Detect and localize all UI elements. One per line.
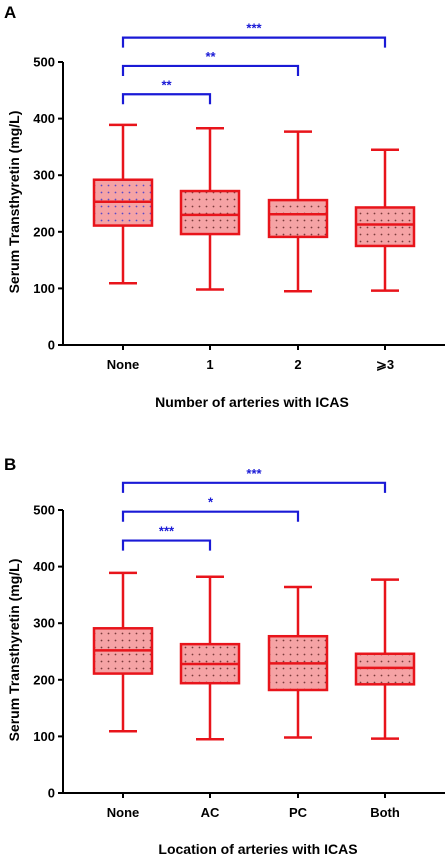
significance-bracket: * [121,495,300,522]
iqr-box [267,198,329,239]
significance-bracket: *** [121,524,212,551]
significance-bracket: *** [121,21,387,48]
significance-bracket: *** [121,466,387,493]
y-tick-label: 0 [48,786,55,801]
significance-label: *** [246,466,262,481]
significance-label: ** [161,77,172,92]
box-None [92,123,154,285]
box-2 [267,130,329,293]
x-tick-label: 1 [206,357,213,372]
x-axis-title: Number of arteries with ICAS [155,394,349,410]
y-tick-label: 300 [33,616,55,631]
significance-label: ** [205,49,216,64]
box-1 [179,126,241,291]
x-tick-label: Both [370,805,400,820]
x-tick-label: None [107,357,140,372]
x-axis-title: Location of arteries with ICAS [158,841,357,857]
y-tick-label: 400 [33,559,55,574]
x-tick-label: PC [289,805,308,820]
bracket-line [121,510,300,522]
y-tick-label: 200 [33,672,55,687]
iqr-box [354,206,416,248]
panel-a: A Serum Transthyretin (mg/L) Number of a… [4,3,445,410]
x-tick-label: AC [201,805,220,820]
bracket-line [121,93,212,105]
iqr-box [179,189,241,236]
panel-label: B [4,455,16,474]
y-tick-label: 100 [33,729,55,744]
x-tick-label: None [107,805,140,820]
box-PC [267,585,329,739]
y-tick-label: 400 [33,111,55,126]
significance-bracket: ** [121,49,300,76]
box-None [92,571,154,733]
y-tick-label: 500 [33,503,55,518]
bracket-line [121,481,387,493]
panel-b: B Serum Transthyretin (mg/L) Location of… [4,455,445,857]
y-tick-label: 0 [48,338,55,353]
y-tick-label: 200 [33,224,55,239]
bracket-line [121,36,387,48]
box-AC [179,575,241,741]
bracket-line [121,539,212,551]
significance-bracket: ** [121,77,212,105]
box-⩾3 [354,148,416,292]
y-tick-label: 100 [33,281,55,296]
y-axis-title: Serum Transthyretin (mg/L) [6,559,22,742]
x-tick-label: 2 [294,357,301,372]
y-tick-label: 300 [33,168,55,183]
bracket-line [121,64,300,76]
x-tick-label: ⩾3 [376,357,394,372]
significance-label: *** [159,524,175,539]
panel-label: A [4,3,16,22]
significance-label: * [208,495,214,510]
y-axis-title: Serum Transthyretin (mg/L) [6,111,22,294]
box-Both [354,578,416,740]
y-tick-label: 500 [33,55,55,70]
significance-label: *** [246,21,262,36]
